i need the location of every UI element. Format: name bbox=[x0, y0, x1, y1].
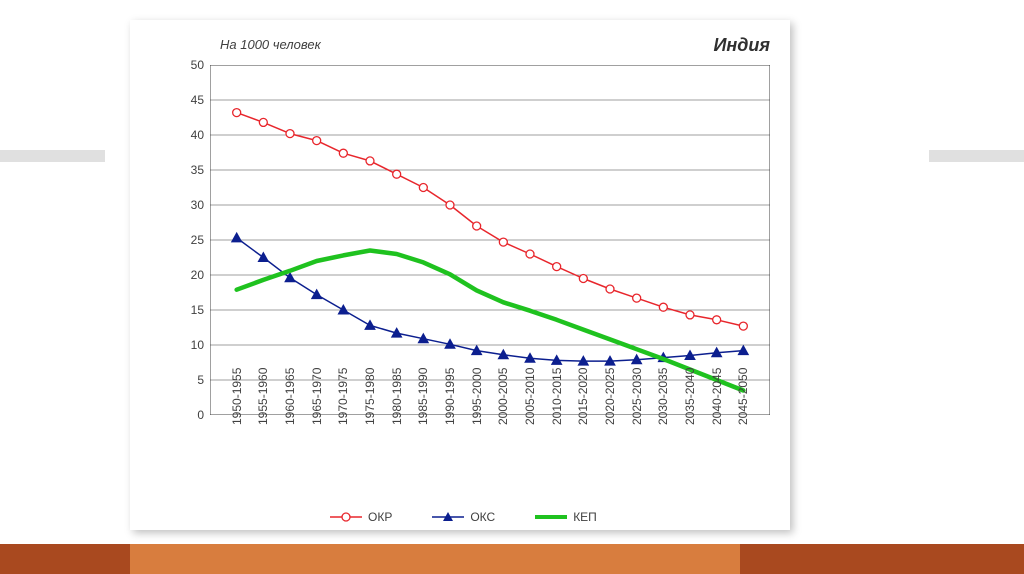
y-tick-label: 40 bbox=[174, 128, 204, 142]
legend-item: ОКС bbox=[432, 510, 495, 524]
chart-plot-area bbox=[210, 65, 770, 415]
y-tick-label: 25 bbox=[174, 233, 204, 247]
y-tick-label: 0 bbox=[174, 408, 204, 422]
legend-label: ОКР bbox=[368, 510, 392, 524]
y-tick-label: 35 bbox=[174, 163, 204, 177]
chart-country-title: Индия bbox=[713, 35, 770, 56]
y-tick-label: 15 bbox=[174, 303, 204, 317]
decorative-footer-left bbox=[0, 544, 130, 574]
legend-item: КЕП bbox=[535, 510, 597, 524]
chart-svg bbox=[210, 65, 770, 415]
y-tick-label: 50 bbox=[174, 58, 204, 72]
chart-legend: ОКР ОКС КЕП bbox=[330, 510, 597, 524]
y-tick-label: 45 bbox=[174, 93, 204, 107]
y-tick-label: 10 bbox=[174, 338, 204, 352]
decorative-bar-left bbox=[0, 150, 105, 162]
legend-item: ОКР bbox=[330, 510, 392, 524]
y-tick-label: 5 bbox=[174, 373, 204, 387]
decorative-footer-right bbox=[740, 544, 1024, 574]
chart-card: На 1000 человек Индия ОКР ОКС КЕП 0 5 10 15 20… bbox=[130, 20, 790, 530]
y-tick-label: 20 bbox=[174, 268, 204, 282]
y-tick-label: 30 bbox=[174, 198, 204, 212]
legend-label: ОКС bbox=[470, 510, 495, 524]
chart-subtitle: На 1000 человек bbox=[220, 37, 321, 52]
decorative-bar-right bbox=[929, 150, 1024, 162]
decorative-footer-middle bbox=[130, 544, 740, 574]
legend-label: КЕП bbox=[573, 510, 597, 524]
